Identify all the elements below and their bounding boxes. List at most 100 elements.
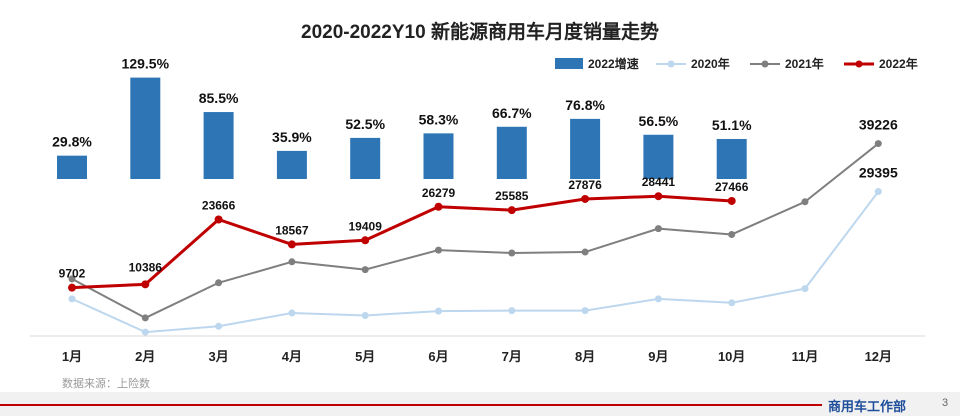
x-tick-label: 5月: [355, 349, 375, 364]
x-tick-label: 6月: [428, 349, 448, 364]
series-point: [361, 236, 370, 245]
series-point: [435, 307, 442, 315]
x-tick-label: 2月: [135, 349, 155, 364]
data-label: 27466: [715, 180, 749, 194]
data-label: 9702: [59, 267, 86, 281]
growth-bar-label: 76.8%: [565, 97, 605, 113]
series-point: [801, 285, 809, 293]
series-point: [141, 280, 150, 289]
series-line: [71, 142, 879, 319]
x-tick-label: 4月: [282, 349, 302, 364]
legend: 2022增速 2020年 2021年 2022年: [555, 56, 918, 71]
series-point: [435, 246, 442, 254]
data-label: 39226: [859, 117, 898, 133]
legend-bar-swatch: [555, 58, 583, 69]
legend-label: 2022年: [879, 56, 918, 71]
series-point: [141, 314, 149, 322]
legend-marker: [761, 60, 769, 68]
data-label: 27876: [568, 178, 602, 192]
series-point: [288, 309, 296, 317]
series-point: [727, 196, 736, 205]
growth-bar: [570, 118, 601, 179]
series-line: [71, 190, 880, 334]
x-tick-label: 9月: [648, 349, 668, 364]
x-tick-label: 11月: [792, 349, 819, 364]
series-point: [581, 248, 589, 256]
series-point: [287, 240, 296, 249]
series-point: [654, 295, 662, 303]
data-label: 19409: [349, 219, 383, 233]
growth-bar: [57, 155, 87, 179]
legend-label: 2020年: [691, 56, 730, 71]
data-label: 25585: [495, 189, 529, 203]
growth-bar: [350, 137, 381, 179]
growth-bar-label: 35.9%: [272, 129, 312, 145]
legend-marker: [667, 60, 675, 68]
chart-panel: [0, 0, 960, 392]
series-point: [654, 192, 663, 201]
data-label: 28441: [642, 175, 676, 189]
sales-lines: 29395 39226 9702 10386 23666 18567 19409 26279 2…: [59, 117, 898, 336]
footer-accent-line: [0, 404, 822, 406]
x-tick-label: 1月: [62, 349, 82, 364]
series-point: [581, 194, 590, 203]
legend-label: 2022增速: [588, 56, 639, 71]
x-tick-label: 7月: [502, 349, 522, 364]
growth-bars: 29.8% 129.5% 85.5% 35.9% 52.5% 58.3% 66.7% 76.8…: [52, 56, 752, 179]
series-point: [68, 283, 76, 292]
chart-svg: 2020-2022Y10 新能源商用车月度销量走势 2022增速 2020年 202…: [30, 20, 925, 364]
page-number: 3: [942, 397, 949, 409]
series-line: [71, 194, 732, 290]
series-point: [581, 307, 589, 315]
data-label: 29395: [859, 165, 898, 181]
series-point: [361, 266, 369, 274]
series-point: [215, 279, 223, 287]
growth-bar-label: 129.5%: [122, 56, 170, 72]
x-tick-label: 12月: [865, 349, 892, 364]
growth-bar: [276, 150, 307, 179]
growth-bar-label: 85.5%: [199, 90, 239, 106]
x-tick-label: 8月: [575, 349, 595, 364]
series-point: [728, 299, 736, 307]
series-point: [141, 328, 149, 336]
series-point: [508, 249, 516, 257]
series-point: [215, 322, 223, 330]
x-axis: 1月 2月 3月 4月 5月 6月 7月 8月 9月 10月 11月 12月: [30, 335, 925, 364]
series-point: [507, 206, 516, 215]
growth-bar: [423, 133, 454, 179]
series-point: [874, 140, 882, 148]
series-point: [434, 202, 443, 211]
x-tick-label: 3月: [208, 349, 228, 364]
legend-label: 2021年: [785, 56, 824, 71]
data-label: 26279: [422, 186, 456, 200]
series-point: [654, 225, 662, 233]
data-label: 18567: [275, 223, 309, 237]
chart-title: 2020-2022Y10 新能源商用车月度销量走势: [301, 20, 659, 43]
growth-bar: [130, 77, 161, 179]
growth-bar: [716, 138, 747, 179]
growth-bar-label: 58.3%: [419, 111, 459, 127]
growth-bar-label: 56.5%: [639, 113, 679, 129]
series-point: [214, 215, 223, 224]
growth-bar: [496, 126, 527, 179]
series-point: [874, 188, 882, 196]
series-point: [508, 307, 516, 315]
growth-bar: [203, 112, 234, 179]
growth-bar-label: 51.1%: [712, 117, 752, 133]
growth-bar: [643, 134, 674, 179]
series-point: [801, 198, 809, 206]
series-point: [68, 275, 76, 283]
legend-marker: [855, 60, 863, 68]
growth-bar-label: 52.5%: [345, 116, 385, 132]
footer-department: 商用车工作部: [828, 399, 907, 414]
data-label: 10386: [129, 260, 163, 274]
series-point: [288, 258, 296, 266]
growth-bar-label: 66.7%: [492, 105, 532, 121]
series-point: [728, 230, 736, 238]
x-tick-label: 10月: [718, 349, 745, 364]
growth-bar-label: 29.8%: [52, 134, 92, 150]
series-point: [361, 311, 369, 319]
data-label: 23666: [202, 199, 236, 213]
data-source-note: 数据来源：上险数: [62, 378, 150, 390]
series-point: [68, 295, 76, 303]
